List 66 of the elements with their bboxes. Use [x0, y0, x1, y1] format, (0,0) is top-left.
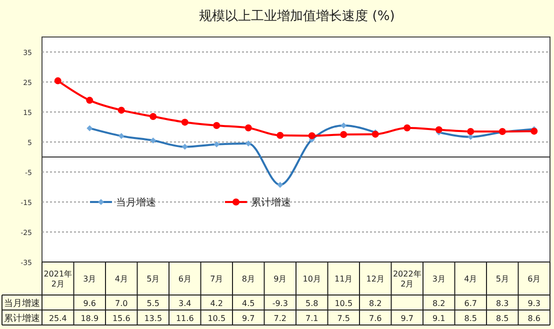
x-tick-label: 10月 — [302, 274, 321, 284]
data-label: 9.7 — [400, 314, 414, 323]
x-tick-label: 6月 — [528, 274, 541, 284]
data-label: 8.5 — [464, 314, 477, 323]
data-label: 9.3 — [528, 299, 540, 308]
data-label: 7.5 — [337, 314, 350, 323]
legend-label: 当月增速 — [116, 196, 156, 208]
point — [308, 132, 316, 140]
x-tick-label: 3月 — [432, 274, 446, 284]
data-label: 10.5 — [208, 314, 226, 323]
x-tick-label: 7月 — [210, 274, 224, 284]
data-label: 11.6 — [176, 314, 194, 323]
data-label: 13.5 — [144, 314, 162, 323]
x-tick-label: 12月 — [366, 274, 384, 284]
x-tick-label: 11月 — [334, 274, 353, 284]
data-label: 5.8 — [306, 299, 318, 308]
point — [530, 128, 538, 135]
data-label: 7.6 — [369, 314, 382, 323]
x-tick-label: 2021年 2月 — [44, 270, 72, 288]
data-label: 8.2 — [432, 299, 446, 308]
data-label: 7.0 — [115, 299, 128, 308]
point — [54, 77, 62, 84]
point — [244, 124, 252, 132]
point — [372, 130, 379, 138]
data-label: 6.7 — [464, 299, 477, 308]
data-label: 10.5 — [334, 299, 353, 308]
text: 累计增速 — [4, 314, 40, 324]
point — [118, 106, 125, 114]
data-label: 15.6 — [112, 314, 130, 323]
chart-title: 规模以上工业增加值增长速度 (%) — [199, 8, 395, 24]
point — [181, 118, 188, 126]
data-label: 8.5 — [496, 314, 509, 323]
data-label: 7.1 — [306, 314, 318, 323]
point — [150, 113, 157, 120]
x-tick-label: 5月 — [146, 274, 160, 284]
data-label: 8.3 — [496, 299, 509, 308]
x-tick-label: 8月 — [242, 274, 255, 284]
point — [435, 126, 442, 134]
x-tick-label: 6月 — [178, 274, 192, 284]
point — [340, 131, 348, 138]
data-label: 25.4 — [48, 314, 67, 323]
point — [404, 124, 411, 132]
data-label: 9.1 — [432, 314, 446, 323]
data-label: 8.6 — [528, 314, 540, 323]
legend-label: 累计增速 — [251, 196, 291, 208]
point — [86, 96, 94, 104]
x-tick-label: 2022年 2月 — [392, 270, 422, 288]
data-label: -9.3 — [272, 299, 288, 308]
x-tick-label: 4月 — [114, 274, 128, 284]
data-label: 5.5 — [146, 299, 160, 308]
data-label: 18.9 — [80, 314, 99, 323]
point — [467, 128, 474, 135]
point — [213, 122, 220, 129]
x-tick-label: 5月 — [496, 274, 509, 284]
point — [276, 132, 284, 139]
x-tick-label: 3月 — [83, 274, 96, 284]
data-label: 9.6 — [83, 299, 96, 308]
x-tick-label: 4月 — [464, 274, 478, 284]
data-label: 9.7 — [242, 314, 255, 323]
data-label: 8.2 — [369, 299, 382, 308]
data-label: 7.2 — [274, 314, 286, 323]
data-label: 4.2 — [210, 299, 223, 308]
x-tick-label: 9月 — [274, 274, 287, 284]
text: 当月增速 — [4, 299, 40, 309]
data-label: 3.4 — [178, 299, 192, 308]
data-label: 4.5 — [242, 299, 255, 308]
